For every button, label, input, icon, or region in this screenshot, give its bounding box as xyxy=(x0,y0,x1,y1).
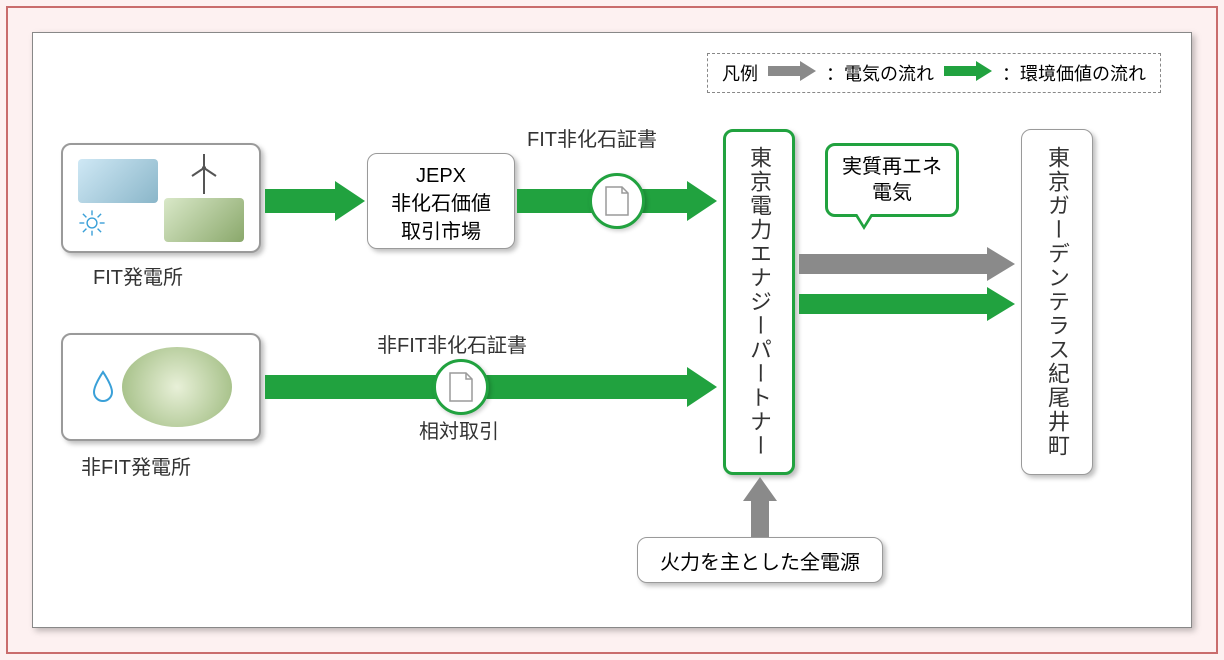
nonfit-cert-doc-icon xyxy=(433,359,489,415)
legend-env-label: ：環境価値の流れ xyxy=(1002,60,1146,86)
legend-green-arrow-icon xyxy=(944,61,992,86)
tepco-label: 東京電力エナジーパートナー xyxy=(726,132,792,472)
garden-terrace-node: 東京ガーデンテラス紀尾井町 xyxy=(1021,129,1093,475)
sun-icon xyxy=(78,209,106,237)
jepx-line2: 非化石価値 xyxy=(372,190,510,218)
diagram-panel: 凡例 ：電気の流れ ：環境価値の流れ xyxy=(32,32,1192,628)
nonfit-plant-label: 非FIT発電所 xyxy=(81,451,191,480)
jepx-line3: 取引市場 xyxy=(372,218,510,246)
nonfit-plant-node xyxy=(61,333,261,441)
arrow-nonfit-to-tepco xyxy=(265,367,717,407)
legend-gray-arrow-icon xyxy=(768,61,816,86)
thermal-node: 火力を主とした全電源 xyxy=(637,537,883,583)
landscape-image-placeholder xyxy=(164,198,244,242)
legend-title: 凡例 xyxy=(722,60,758,86)
tepco-node: 東京電力エナジーパートナー xyxy=(723,129,795,475)
arrow-tepco-to-garden-green xyxy=(799,287,1015,321)
bilateral-label: 相対取引 xyxy=(419,415,499,444)
nonfit-cert-label: 非FIT非化石証書 xyxy=(377,329,527,358)
outer-frame: 凡例 ：電気の流れ ：環境価値の流れ xyxy=(6,6,1218,654)
garden-terrace-label: 東京ガーデンテラス紀尾井町 xyxy=(1022,130,1092,474)
real-renewable-line2: 電気 xyxy=(842,180,942,206)
fit-plant-label: FIT発電所 xyxy=(93,261,183,290)
legend-electricity-label: ：電気の流れ xyxy=(826,60,934,86)
arrow-fit-to-jepx xyxy=(265,181,365,221)
fit-cert-doc-icon xyxy=(589,173,645,229)
real-renewable-speech: 実質再エネ 電気 xyxy=(825,143,959,217)
legend: 凡例 ：電気の流れ ：環境価値の流れ xyxy=(707,53,1161,93)
jepx-line1: JEPX xyxy=(372,162,510,190)
hydro-image-placeholder xyxy=(122,347,232,427)
wind-turbine-icon xyxy=(187,154,221,194)
water-drop-icon xyxy=(90,370,116,404)
jepx-node: JEPX 非化石価値 取引市場 xyxy=(367,153,515,249)
thermal-label: 火力を主とした全電源 xyxy=(660,546,860,575)
real-renewable-line1: 実質再エネ xyxy=(842,154,942,180)
arrow-tepco-to-garden-gray xyxy=(799,247,1015,281)
fit-cert-label: FIT非化石証書 xyxy=(527,123,657,152)
solar-image-placeholder xyxy=(78,159,158,203)
fit-plant-node xyxy=(61,143,261,253)
arrow-thermal-to-tepco xyxy=(743,477,777,537)
